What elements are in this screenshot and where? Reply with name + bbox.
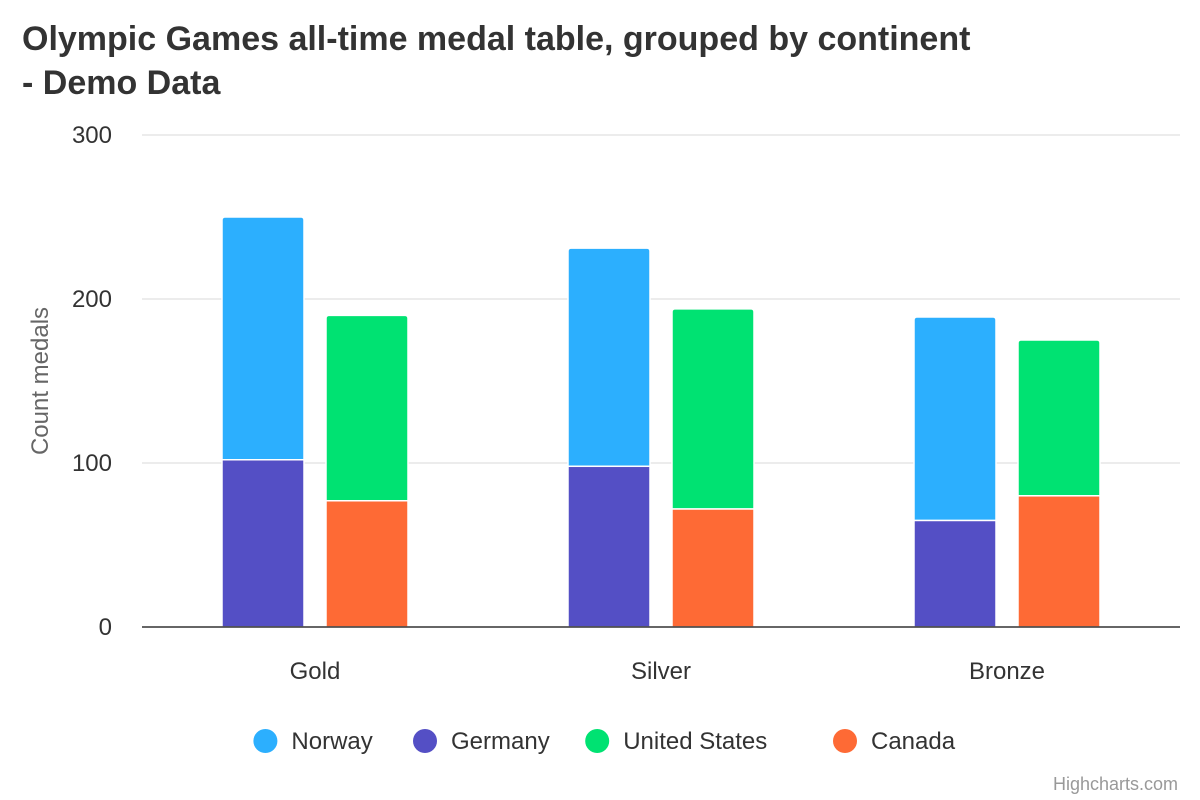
legend-marker [253, 729, 278, 753]
y-tick-label: 200 [72, 286, 112, 313]
category-group-silver: Germany: 98Norway: 133Canada: 72United S… [567, 247, 755, 628]
y-tick-label: 100 [72, 450, 112, 477]
chart-title: Olympic Games all-time medal table, grou… [22, 20, 970, 102]
legend-marker [413, 729, 437, 753]
bar-norway-gold[interactable]: Norway: 148 [221, 216, 305, 461]
plot-area: Germany: 102Norway: 148Canada: 77United … [221, 216, 1101, 628]
legend-item-germany[interactable]: Germany [413, 728, 550, 755]
chart-title-line-2: - Demo Data [22, 64, 221, 102]
legend-label: United States [623, 728, 767, 755]
x-tick-label-silver: Silver [631, 658, 691, 685]
bar-germany-bronze[interactable]: Germany: 65 [913, 519, 997, 628]
bar-norway-silver[interactable]: Norway: 133 [567, 247, 651, 468]
y-axis-title: Count medals [27, 307, 54, 455]
credits-link[interactable]: Highcharts.com [1053, 774, 1178, 794]
x-tick-label-bronze: Bronze [969, 658, 1045, 685]
category-group-bronze: Germany: 65Norway: 124Canada: 80United S… [913, 316, 1101, 628]
legend-item-united-states[interactable]: United States [585, 728, 767, 755]
legend-label: Canada [871, 728, 956, 755]
x-axis: Gold Silver Bronze [142, 626, 1180, 685]
grid-lines [142, 134, 1180, 464]
bar-norway-bronze[interactable]: Norway: 124 [913, 316, 997, 522]
legend-marker [833, 729, 857, 753]
legend-item-norway[interactable]: Norway [253, 728, 373, 755]
y-axis: 0 100 200 300 Count medals [27, 122, 112, 641]
x-tick-label-gold: Gold [290, 658, 341, 685]
bar-united-states-gold[interactable]: United States: 113 [325, 314, 409, 502]
bar-canada-bronze[interactable]: Canada: 80 [1017, 495, 1101, 628]
chart-title-line-1: Olympic Games all-time medal table, grou… [22, 20, 970, 58]
category-group-gold: Germany: 102Norway: 148Canada: 77United … [221, 216, 409, 628]
y-tick-label: 0 [99, 614, 112, 641]
legend-marker [585, 729, 610, 753]
legend-label: Germany [451, 728, 550, 755]
bar-canada-gold[interactable]: Canada: 77 [325, 499, 409, 628]
bar-germany-silver[interactable]: Germany: 98 [567, 465, 651, 628]
bar-germany-gold[interactable]: Germany: 102 [221, 458, 305, 628]
bar-united-states-bronze[interactable]: United States: 95 [1017, 339, 1101, 497]
legend-label: Norway [291, 728, 372, 755]
legend: Norway Germany United States Canada [253, 728, 956, 755]
bar-united-states-silver[interactable]: United States: 122 [671, 308, 755, 510]
y-tick-label: 300 [72, 122, 112, 149]
legend-item-canada[interactable]: Canada [833, 728, 956, 755]
bar-canada-silver[interactable]: Canada: 72 [671, 508, 755, 628]
